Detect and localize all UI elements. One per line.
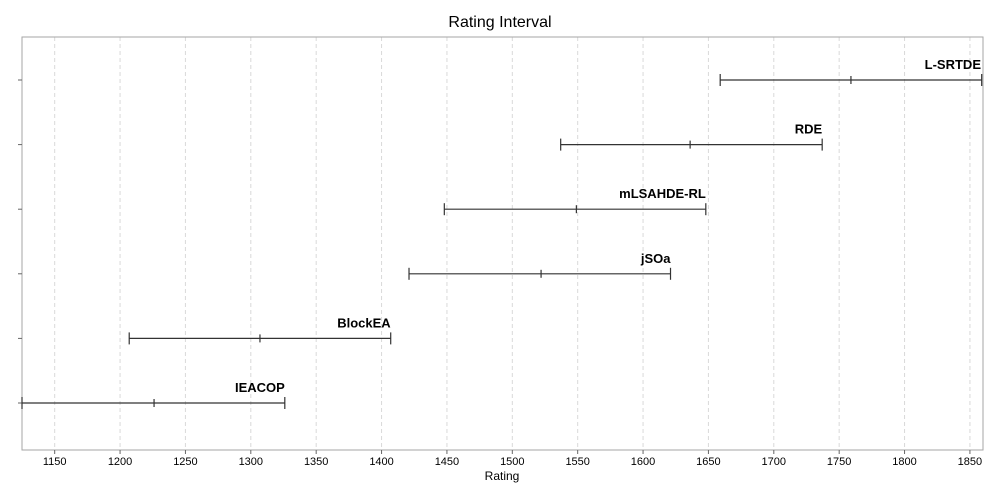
x-axis-ticks: 1150 1200 1250 1300 1350 1400 1450 1500 1550 1600… bbox=[43, 450, 982, 468]
x-tick-label: 1400 bbox=[369, 456, 393, 468]
x-tick-label: 1200 bbox=[108, 456, 132, 468]
gridlines bbox=[54, 37, 971, 450]
interval-mlsahde-rl: mLSAHDE-RL bbox=[443, 186, 707, 216]
interval-l-srtde: L-SRTDE bbox=[719, 57, 983, 86]
series-label: jSOa bbox=[640, 251, 671, 266]
series-label: mLSAHDE-RL bbox=[619, 186, 706, 201]
x-tick-label: 1250 bbox=[173, 456, 197, 468]
x-tick-label: 1450 bbox=[435, 456, 459, 468]
x-tick-label: 1550 bbox=[565, 456, 589, 468]
x-tick-label: 1800 bbox=[892, 456, 916, 468]
series-label: L-SRTDE bbox=[925, 57, 982, 72]
y-axis-ticks bbox=[18, 79, 22, 404]
x-axis-label: Rating bbox=[485, 469, 520, 483]
interval-series: IEACOP BlockEA jSOa mLSAHDE-RL RDE L-SRTDE bbox=[21, 57, 983, 409]
series-label: IEACOP bbox=[235, 380, 285, 395]
interval-rde: RDE bbox=[560, 122, 823, 151]
x-tick-label: 1300 bbox=[239, 456, 263, 468]
interval-ieacop: IEACOP bbox=[21, 380, 286, 409]
chart-title: Rating Interval bbox=[448, 14, 551, 31]
x-tick-label: 1150 bbox=[43, 456, 67, 468]
interval-blockea: BlockEA bbox=[128, 315, 391, 345]
x-tick-label: 1850 bbox=[958, 456, 982, 468]
x-tick-label: 1500 bbox=[500, 456, 524, 468]
x-tick-label: 1750 bbox=[827, 456, 851, 468]
series-label: RDE bbox=[795, 122, 823, 137]
x-tick-label: 1600 bbox=[631, 456, 655, 468]
x-tick-label: 1650 bbox=[696, 456, 720, 468]
interval-jsoa: jSOa bbox=[408, 251, 671, 280]
x-tick-label: 1700 bbox=[762, 456, 786, 468]
series-label: BlockEA bbox=[337, 315, 391, 330]
plot-area bbox=[21, 36, 984, 451]
x-tick-label: 1350 bbox=[304, 456, 328, 468]
